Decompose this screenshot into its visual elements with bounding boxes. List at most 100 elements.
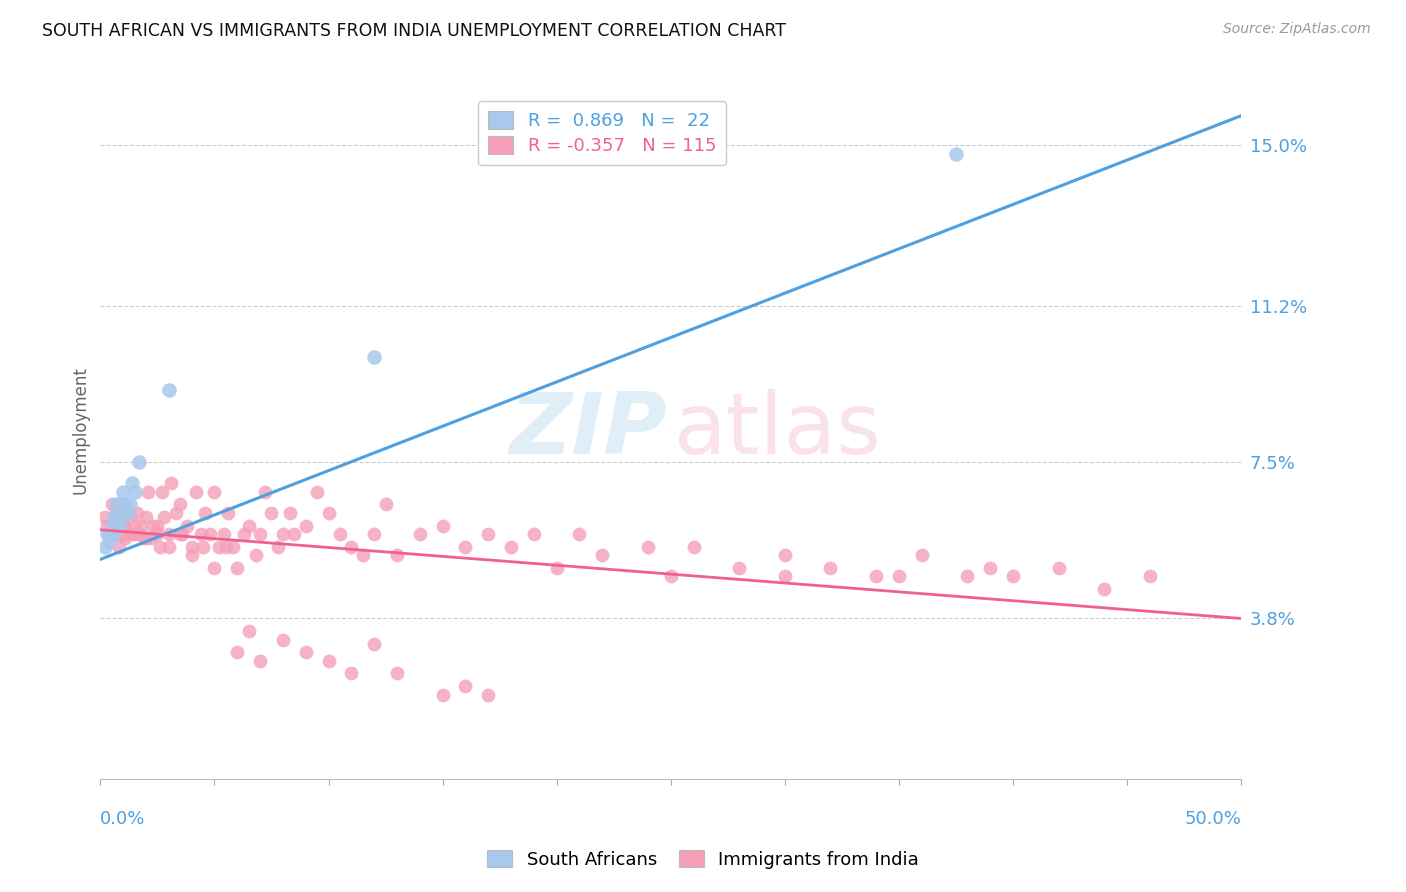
- Point: [249, 527, 271, 541]
- Point: [591, 548, 613, 562]
- Point: [294, 518, 316, 533]
- Point: [157, 527, 180, 541]
- Point: [118, 510, 141, 524]
- Point: [180, 540, 202, 554]
- Point: [172, 527, 194, 541]
- Point: [568, 527, 591, 541]
- Point: [249, 654, 271, 668]
- Point: [107, 518, 129, 533]
- Point: [105, 497, 128, 511]
- Point: [98, 527, 121, 541]
- Point: [190, 527, 212, 541]
- Point: [169, 497, 191, 511]
- Point: [773, 569, 796, 583]
- Point: [107, 527, 129, 541]
- Point: [112, 484, 135, 499]
- Point: [215, 540, 238, 554]
- Point: [110, 518, 132, 533]
- Point: [94, 540, 117, 554]
- Point: [146, 527, 169, 541]
- Point: [132, 531, 155, 545]
- Point: [118, 497, 141, 511]
- Point: [114, 531, 136, 545]
- Point: [283, 527, 305, 541]
- Point: [271, 527, 294, 541]
- Point: [176, 518, 198, 533]
- Point: [117, 506, 139, 520]
- Point: [121, 476, 143, 491]
- Point: [363, 637, 385, 651]
- Point: [1001, 569, 1024, 583]
- Point: [157, 384, 180, 398]
- Point: [454, 540, 477, 554]
- Point: [477, 527, 499, 541]
- Point: [157, 540, 180, 554]
- Point: [318, 654, 340, 668]
- Point: [204, 484, 226, 499]
- Point: [124, 484, 146, 499]
- Point: [100, 518, 122, 533]
- Point: [374, 497, 396, 511]
- Point: [98, 535, 121, 549]
- Text: SOUTH AFRICAN VS IMMIGRANTS FROM INDIA UNEMPLOYMENT CORRELATION CHART: SOUTH AFRICAN VS IMMIGRANTS FROM INDIA U…: [42, 22, 786, 40]
- Point: [217, 506, 239, 520]
- Point: [208, 540, 231, 554]
- Point: [945, 146, 967, 161]
- Point: [103, 510, 125, 524]
- Point: [153, 510, 176, 524]
- Point: [329, 527, 352, 541]
- Point: [105, 510, 128, 524]
- Point: [165, 506, 187, 520]
- Point: [110, 497, 132, 511]
- Text: 0.0%: 0.0%: [100, 811, 146, 829]
- Text: 50.0%: 50.0%: [1184, 811, 1241, 829]
- Point: [125, 506, 148, 520]
- Point: [233, 527, 256, 541]
- Point: [546, 561, 568, 575]
- Point: [186, 484, 208, 499]
- Point: [112, 510, 135, 524]
- Text: atlas: atlas: [675, 389, 882, 472]
- Point: [194, 506, 217, 520]
- Point: [103, 527, 125, 541]
- Point: [204, 561, 226, 575]
- Point: [221, 540, 243, 554]
- Point: [340, 666, 363, 681]
- Point: [267, 540, 290, 554]
- Point: [911, 548, 934, 562]
- Point: [318, 506, 340, 520]
- Point: [169, 527, 191, 541]
- Point: [100, 518, 122, 533]
- Point: [294, 645, 316, 659]
- Point: [105, 518, 128, 533]
- Point: [238, 624, 260, 639]
- Point: [432, 688, 454, 702]
- Point: [124, 527, 146, 541]
- Point: [887, 569, 910, 583]
- Point: [477, 688, 499, 702]
- Point: [253, 484, 276, 499]
- Point: [385, 548, 408, 562]
- Point: [499, 540, 522, 554]
- Point: [112, 506, 135, 520]
- Point: [956, 569, 979, 583]
- Point: [238, 518, 260, 533]
- Point: [226, 561, 249, 575]
- Text: Source: ZipAtlas.com: Source: ZipAtlas.com: [1223, 22, 1371, 37]
- Point: [142, 518, 165, 533]
- Point: [146, 518, 169, 533]
- Point: [180, 548, 202, 562]
- Point: [432, 518, 454, 533]
- Point: [124, 518, 146, 533]
- Point: [135, 531, 157, 545]
- Legend: R =  0.869   N =  22, R = -0.357   N = 115: R = 0.869 N = 22, R = -0.357 N = 115: [478, 102, 727, 165]
- Point: [100, 497, 122, 511]
- Point: [149, 540, 172, 554]
- Point: [103, 510, 125, 524]
- Point: [94, 510, 117, 524]
- Y-axis label: Unemployment: Unemployment: [72, 367, 89, 494]
- Point: [121, 527, 143, 541]
- Point: [107, 540, 129, 554]
- Point: [96, 527, 118, 541]
- Point: [637, 540, 659, 554]
